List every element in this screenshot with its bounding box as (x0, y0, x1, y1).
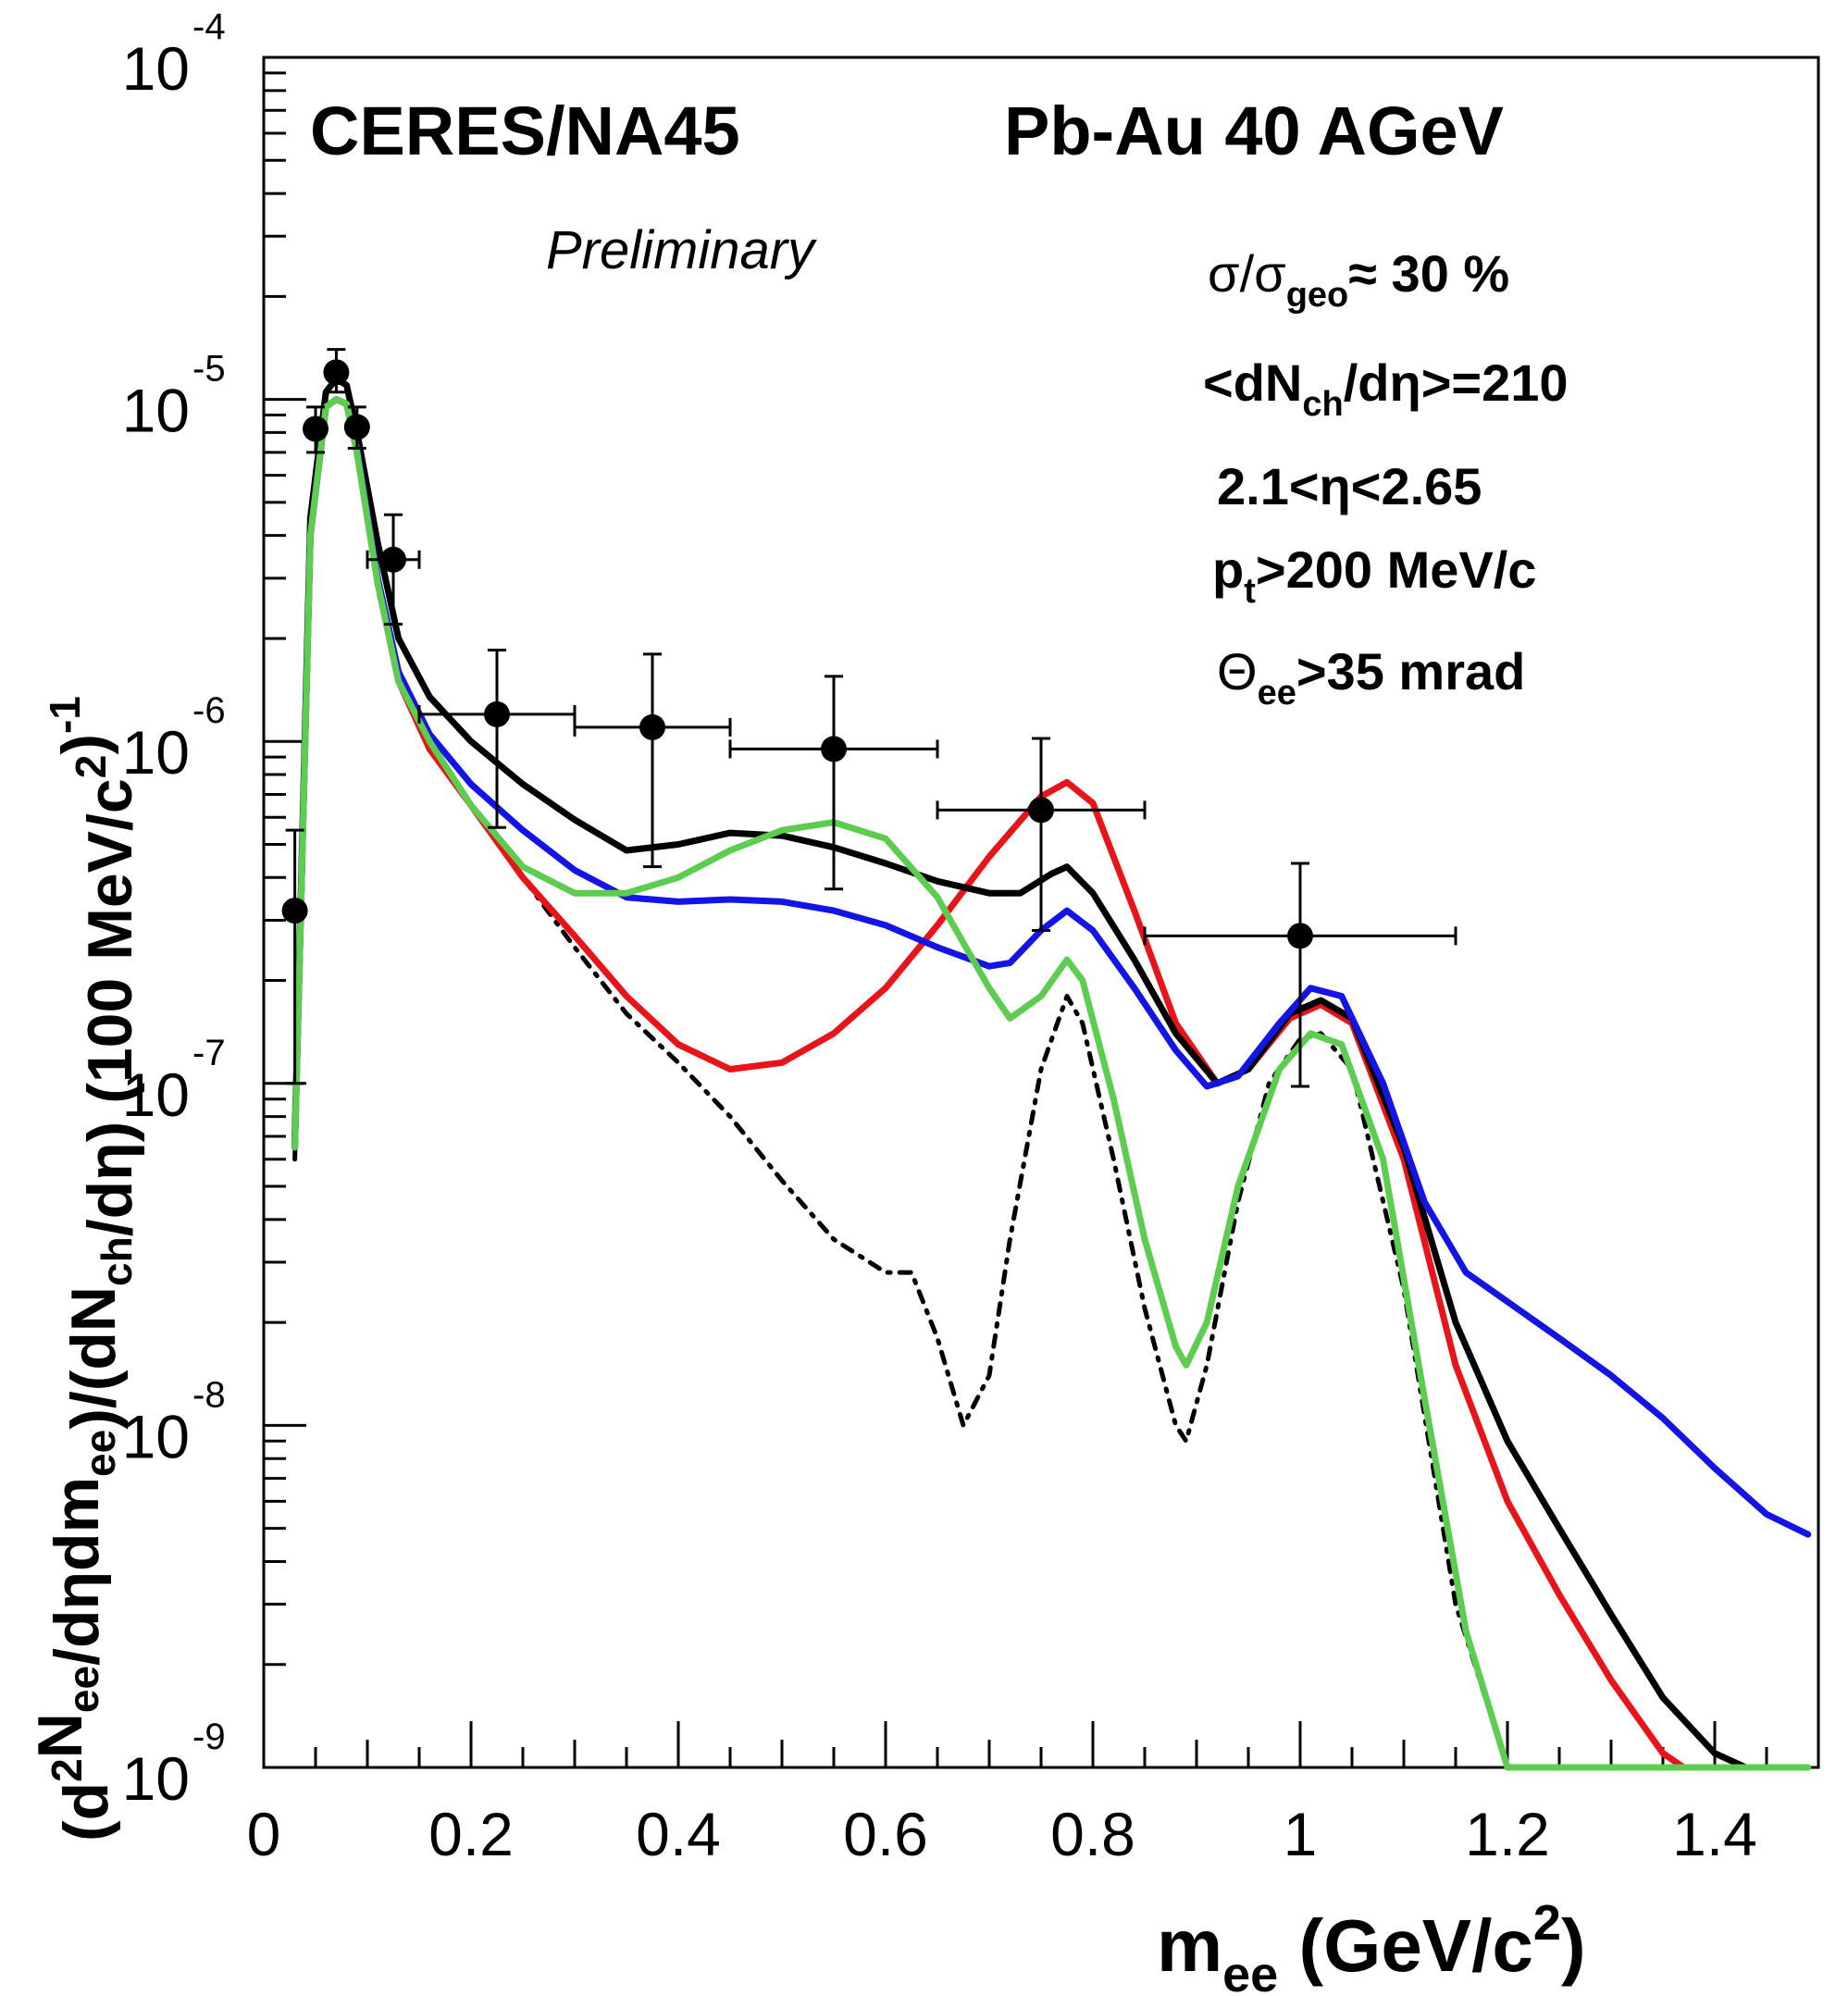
data-points-layer (281, 348, 1457, 1088)
cut-theta-sub: ee (1258, 674, 1296, 713)
data-marker (323, 359, 350, 386)
y-axis-title-part-5: /dηdm (42, 1477, 112, 1666)
data-point-3 (323, 348, 350, 394)
y-axis-title-part-2: 2 (43, 1758, 91, 1782)
data-point-5 (366, 513, 421, 626)
x-axis-title-sup: 2 (1533, 1895, 1561, 1951)
y-tick-exponent: -4 (192, 6, 226, 47)
data-marker (1287, 923, 1313, 949)
y-axis-title-part-7: )/(dN (58, 1286, 129, 1430)
data-marker (343, 414, 370, 440)
series-line-4 (291, 396, 1812, 1538)
y-axis-title-part-9: /dη) (100 MeV/c (75, 778, 145, 1236)
data-marker (303, 415, 329, 442)
y-axis-title-part-3: N (25, 1713, 95, 1758)
y-tick-label: 10 (122, 34, 190, 103)
data-point-9 (936, 737, 1147, 933)
y-tick-label: 10 (122, 1060, 190, 1129)
x-tick-label: 0.6 (843, 1800, 928, 1868)
cut-pt: pt>200 MeV/c (1212, 540, 1536, 611)
series-line-2 (291, 396, 1687, 1771)
data-point-2 (303, 405, 329, 454)
y-tick-label: 10 (122, 377, 190, 445)
cut-centrality-sym: σ/σ (1208, 244, 1286, 303)
x-axis-title-sub: ee (1222, 1947, 1278, 1996)
x-tick-label: 1.2 (1465, 1800, 1550, 1868)
cut-pt-pre: p (1212, 540, 1244, 599)
y-axis-title-part-11: ) (49, 734, 119, 755)
experiment-label: CERES/NA45 (310, 93, 740, 169)
system-label: Pb-Au 40 AGeV (1004, 93, 1504, 169)
cut-centrality: σ/σgeo≈ 30 % (1208, 244, 1509, 315)
x-tick-label: 0.4 (636, 1800, 721, 1868)
x-axis-title-pre: m (1157, 1904, 1222, 1987)
cut-centrality-val: ≈ 30 % (1348, 244, 1509, 303)
y-axis-title-part-4: ee (59, 1666, 107, 1713)
data-point-6 (417, 648, 577, 829)
x-tick-label: 1 (1284, 1800, 1318, 1868)
x-tick-label: 0 (247, 1800, 281, 1868)
x-axis-title-post: ) (1561, 1904, 1586, 1987)
series-line-5 (291, 396, 1812, 1771)
y-axis-title-part-6: ee (76, 1430, 124, 1477)
x-tick-label: 1.4 (1672, 1800, 1757, 1868)
cut-pt-post: >200 MeV/c (1256, 540, 1537, 599)
y-tick-exponent: -5 (192, 349, 226, 390)
data-point-8 (728, 675, 939, 891)
x-tick-label: 0.2 (428, 1800, 514, 1868)
data-point-7 (573, 652, 732, 869)
data-marker (821, 736, 847, 762)
y-axis-title-part-12: -1 (41, 696, 89, 734)
cut-multiplicity-pre: <dN (1203, 353, 1302, 412)
cut-theta: Θee>35 mrad (1217, 642, 1525, 713)
x-tick-label: 0.8 (1050, 1800, 1135, 1868)
cut-theta-pre: Θ (1217, 642, 1258, 700)
data-point-10 (1143, 862, 1457, 1088)
data-marker (380, 546, 406, 573)
status-label: Preliminary (546, 220, 817, 280)
x-axis-title: mee (GeV/c2) (1157, 1895, 1586, 1996)
series-line-1 (292, 397, 1510, 1770)
y-tick-exponent: -6 (192, 690, 226, 731)
data-marker (484, 700, 510, 727)
cut-multiplicity: <dNch/dη>=210 (1203, 353, 1569, 424)
cut-centrality-sub: geo (1286, 276, 1349, 315)
y-tick-label: 10 (122, 718, 190, 787)
series-line-3 (291, 375, 1750, 1771)
data-marker (1028, 797, 1054, 824)
cut-multiplicity-sub: ch (1302, 385, 1343, 424)
data-point-1 (281, 828, 308, 1085)
y-axis-title-part-10: 2 (67, 755, 115, 779)
y-tick-exponent: -7 (192, 1033, 226, 1073)
plot-axes: 0 0.2 0.4 0.6 0.8 1 1.2 1.410-410-510-610-710-8… (122, 6, 1820, 1868)
data-point-4 (343, 405, 370, 450)
y-axis-title: (d2Nee/dηdmee)/(dNch/dη) (100 MeV/c2)-1 (25, 696, 145, 1841)
y-axis-title-part-8: ch (93, 1236, 141, 1286)
y-tick-label: 10 (122, 1744, 190, 1813)
cut-multiplicity-post: /dη>=210 (1344, 353, 1569, 412)
series-layer (291, 375, 1812, 1771)
cut-theta-post: >35 mrad (1296, 642, 1526, 700)
y-tick-label: 10 (122, 1402, 190, 1470)
data-marker (639, 713, 665, 740)
cut-eta: 2.1<η<2.65 (1217, 457, 1482, 515)
cut-pt-sub: t (1244, 572, 1256, 611)
y-tick-exponent: -9 (192, 1717, 226, 1757)
x-axis-title-mid: (GeV/c (1278, 1904, 1533, 1987)
y-tick-exponent: -8 (192, 1374, 226, 1415)
data-marker (281, 898, 308, 924)
y-axis-title-part-1: (d (51, 1782, 121, 1841)
